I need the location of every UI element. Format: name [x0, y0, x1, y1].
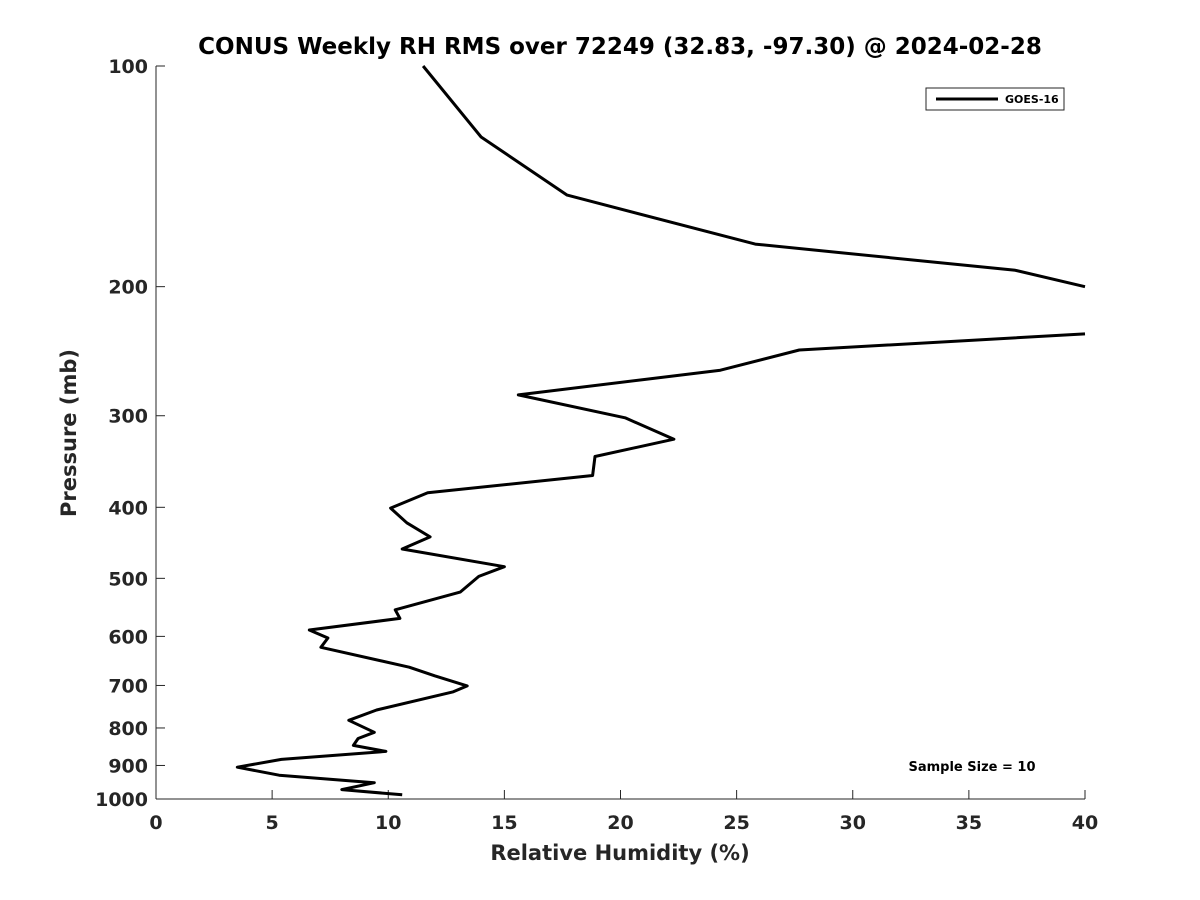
- y-tick-label: 200: [108, 277, 148, 299]
- x-axis-title: Relative Humidity (%): [490, 841, 749, 865]
- series-line-goes-16: [235, 332, 1086, 797]
- x-axis: 0 5 10 15 20 25 30 35 40: [149, 790, 1098, 834]
- legend-label-goes-16: GOES-16: [1005, 93, 1059, 106]
- y-tick-label: 1000: [95, 789, 148, 811]
- y-tick-label: 800: [108, 718, 148, 740]
- y-axis: 100 200 300 400 500 600 700 800 900 1000: [95, 56, 165, 811]
- y-tick-label: 700: [108, 675, 148, 697]
- x-tick-label: 25: [723, 812, 749, 834]
- x-tick-label: 30: [840, 812, 866, 834]
- x-tick-label: 5: [266, 812, 279, 834]
- x-tick-label: 10: [375, 812, 401, 834]
- sample-size-annotation: Sample Size = 10: [908, 760, 1035, 775]
- x-tick-label: 0: [149, 812, 162, 834]
- y-tick-label: 300: [108, 406, 148, 428]
- chart-title: CONUS Weekly RH RMS over 72249 (32.83, -…: [198, 34, 1042, 60]
- x-tick-label: 40: [1072, 812, 1098, 834]
- plot-background: [156, 66, 1085, 799]
- plot-area: 0 5 10 15 20 25 30 35 40 100 200 300 400 500 600 700 80…: [95, 56, 1098, 834]
- x-tick-label: 35: [956, 812, 982, 834]
- legend: GOES-16: [925, 87, 1065, 111]
- y-tick-label: 100: [108, 56, 148, 78]
- series-line-goes-16: [421, 65, 1086, 289]
- x-tick-label: 15: [491, 812, 517, 834]
- y-axis-title: Pressure (mb): [57, 349, 81, 517]
- y-tick-label: 900: [108, 755, 148, 777]
- series-layer: [235, 65, 1086, 797]
- y-tick-label: 500: [108, 568, 148, 590]
- y-tick-label: 600: [108, 626, 148, 648]
- x-tick-label: 20: [607, 812, 633, 834]
- y-tick-label: 400: [108, 497, 148, 519]
